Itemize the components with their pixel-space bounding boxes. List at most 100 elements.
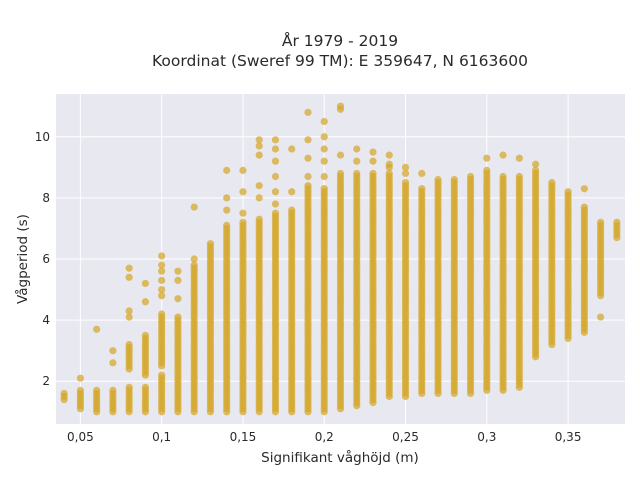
data-point bbox=[125, 264, 133, 272]
data-point bbox=[353, 169, 361, 178]
data-point bbox=[141, 279, 150, 288]
data-point bbox=[76, 386, 84, 394]
y-tick-label: 2 bbox=[42, 374, 50, 388]
data-point bbox=[255, 194, 263, 202]
data-point bbox=[580, 203, 588, 211]
data-point bbox=[223, 166, 231, 174]
y-tick-label: 10 bbox=[35, 130, 50, 144]
data-point bbox=[60, 389, 68, 398]
data-point bbox=[499, 172, 507, 181]
data-point bbox=[125, 307, 133, 315]
data-point bbox=[385, 160, 393, 168]
data-point bbox=[401, 169, 410, 178]
data-point bbox=[597, 313, 605, 321]
data-point bbox=[255, 182, 263, 190]
data-point bbox=[597, 218, 605, 226]
x-tick-label: 0,35 bbox=[555, 430, 582, 444]
chart-title: År 1979 - 2019 bbox=[282, 31, 398, 50]
data-point bbox=[158, 261, 166, 269]
data-point bbox=[288, 145, 296, 153]
data-point bbox=[531, 166, 540, 174]
data-point bbox=[174, 313, 182, 321]
data-point bbox=[336, 151, 345, 159]
data-point bbox=[564, 188, 572, 196]
data-point bbox=[320, 133, 328, 141]
data-point bbox=[158, 276, 166, 284]
data-point bbox=[353, 145, 361, 153]
data-point bbox=[255, 142, 263, 150]
y-tick-label: 4 bbox=[42, 313, 50, 327]
chart-subtitle: Koordinat (Sweref 99 TM): E 359647, N 61… bbox=[152, 52, 528, 70]
x-tick-label: 0,05 bbox=[67, 430, 94, 444]
data-point bbox=[466, 172, 475, 181]
data-point bbox=[174, 295, 182, 303]
data-points bbox=[60, 102, 621, 416]
data-point bbox=[109, 347, 117, 355]
data-point bbox=[304, 182, 312, 190]
x-tick-label: 0,25 bbox=[392, 430, 419, 444]
data-point bbox=[531, 160, 540, 168]
data-point bbox=[320, 172, 328, 181]
x-tick-label: 0,3 bbox=[477, 430, 496, 444]
data-point bbox=[93, 325, 101, 333]
data-point bbox=[336, 169, 345, 178]
data-point bbox=[223, 206, 231, 214]
data-point bbox=[158, 285, 166, 294]
data-point bbox=[369, 157, 377, 165]
x-tick-label: 0,1 bbox=[152, 430, 171, 444]
data-point bbox=[434, 175, 442, 184]
y-axis-ticks: 2 4 6 8 10 bbox=[35, 130, 50, 388]
data-point bbox=[304, 136, 312, 144]
data-point bbox=[288, 188, 296, 196]
data-point bbox=[158, 267, 166, 275]
data-point bbox=[580, 185, 588, 193]
y-tick-label: 8 bbox=[42, 191, 50, 205]
data-point bbox=[369, 169, 377, 178]
data-point bbox=[450, 175, 458, 184]
data-point bbox=[483, 166, 491, 174]
data-point bbox=[385, 151, 393, 159]
data-point bbox=[158, 310, 166, 318]
data-point bbox=[93, 386, 101, 394]
data-point bbox=[320, 185, 328, 193]
data-point bbox=[304, 172, 312, 181]
data-point bbox=[239, 218, 247, 226]
data-point bbox=[304, 108, 312, 116]
data-point bbox=[336, 102, 345, 110]
data-point bbox=[190, 261, 198, 269]
data-point bbox=[271, 136, 280, 144]
data-point bbox=[125, 340, 133, 349]
data-point bbox=[271, 145, 280, 153]
data-point bbox=[255, 151, 263, 159]
data-point bbox=[483, 154, 491, 162]
data-point bbox=[255, 136, 263, 144]
data-point bbox=[158, 292, 166, 300]
data-point bbox=[109, 359, 117, 367]
x-axis-label: Signifikant våghöjd (m) bbox=[261, 449, 419, 466]
data-point bbox=[158, 252, 166, 260]
data-point bbox=[613, 218, 621, 226]
data-point bbox=[385, 169, 393, 178]
data-point bbox=[190, 255, 198, 263]
x-tick-label: 0,15 bbox=[230, 430, 257, 444]
data-point bbox=[125, 273, 133, 281]
x-tick-label: 0,2 bbox=[315, 430, 334, 444]
data-point bbox=[499, 151, 507, 159]
data-point bbox=[255, 215, 263, 223]
data-point bbox=[320, 145, 328, 153]
data-point bbox=[288, 206, 296, 214]
data-point bbox=[369, 148, 377, 156]
data-point bbox=[223, 221, 231, 229]
data-point bbox=[174, 267, 182, 275]
data-point bbox=[271, 157, 280, 165]
data-point bbox=[190, 203, 198, 211]
data-point bbox=[239, 188, 247, 196]
data-point bbox=[401, 179, 410, 187]
data-point bbox=[418, 185, 426, 193]
data-point bbox=[271, 200, 280, 208]
data-point bbox=[141, 298, 150, 306]
data-point bbox=[271, 172, 280, 181]
x-axis-ticks: 0,05 0,1 0,15 0,2 0,25 0,3 0,35 bbox=[67, 430, 581, 444]
data-point bbox=[239, 166, 247, 174]
